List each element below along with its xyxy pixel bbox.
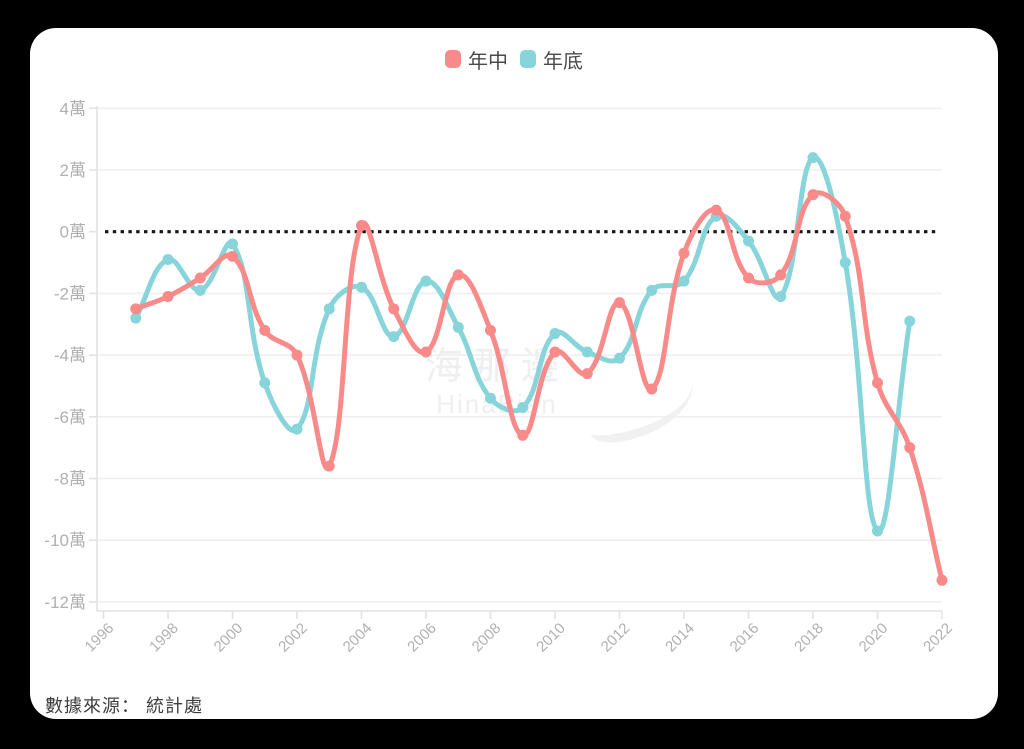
data-point-mid-year[interactable] [194, 272, 206, 284]
data-point-mid-year[interactable] [356, 220, 367, 232]
legend: 年中 年底 [30, 44, 998, 74]
y-tick-label: -6萬 [54, 408, 86, 427]
x-tick-label: 1996 [82, 620, 118, 656]
data-point-mid-year[interactable] [678, 247, 690, 259]
data-point-mid-year[interactable] [839, 210, 851, 222]
line-chart: 4萬 2萬 0萬 -2萬 -4萬 -6萬 -8萬 -10萬 -12萬 1996 1998 2000 20… [44, 99, 956, 656]
y-tick-label: -8萬 [54, 470, 86, 489]
data-point-mid-year[interactable] [388, 303, 400, 315]
legend-swatch-icon [520, 50, 536, 68]
data-point-year-end[interactable] [775, 290, 787, 302]
data-point-year-end[interactable] [517, 402, 529, 414]
data-point-year-end[interactable] [420, 275, 432, 287]
series-line-year-end [133, 155, 913, 534]
data-point-year-end[interactable] [872, 525, 883, 537]
data-source-caption: 數據來源： 統計處 [45, 696, 204, 716]
data-point-year-end[interactable] [614, 352, 625, 364]
chart-card: 年中 年底 海那邊 HinaBian 4萬 2萬 0萬 -2萬 -4萬 -6萬 -8萬 -10萬… [30, 28, 998, 719]
data-point-year-end[interactable] [646, 284, 658, 296]
data-point-mid-year[interactable] [904, 442, 916, 454]
legend-item-1[interactable]: 年底 [520, 45, 583, 74]
data-point-mid-year[interactable] [420, 346, 432, 358]
series-line-mid-year [133, 190, 945, 583]
data-point-year-end[interactable] [227, 238, 238, 250]
data-point-mid-year[interactable] [614, 297, 625, 309]
x-tick-label: 2022 [920, 620, 956, 656]
data-point-mid-year[interactable] [872, 377, 883, 389]
data-point-year-end[interactable] [356, 281, 367, 293]
data-point-year-end[interactable] [807, 152, 819, 164]
data-point-mid-year[interactable] [227, 250, 238, 262]
legend-swatch-icon [445, 50, 461, 68]
data-point-mid-year[interactable] [259, 324, 271, 336]
data-point-year-end[interactable] [452, 321, 464, 333]
x-tick-label: 1998 [146, 620, 182, 656]
data-point-mid-year[interactable] [291, 349, 303, 361]
y-tick-label: -2萬 [54, 284, 86, 303]
x-tick-label: 2018 [791, 620, 827, 656]
data-point-year-end[interactable] [485, 392, 496, 404]
data-point-mid-year[interactable] [936, 574, 948, 586]
data-point-mid-year[interactable] [646, 383, 658, 395]
data-point-mid-year[interactable] [517, 429, 529, 441]
data-point-year-end[interactable] [549, 328, 561, 340]
data-point-mid-year[interactable] [710, 204, 722, 216]
x-tick-label: 2010 [533, 620, 569, 656]
data-point-year-end[interactable] [743, 235, 754, 247]
data-point-mid-year[interactable] [581, 368, 593, 380]
x-tick-label: 2000 [211, 620, 247, 656]
data-point-year-end[interactable] [194, 284, 206, 296]
data-point-year-end[interactable] [581, 346, 593, 358]
x-tick-label: 2016 [727, 620, 763, 656]
data-point-year-end[interactable] [323, 303, 335, 315]
data-point-year-end[interactable] [678, 275, 690, 287]
x-tick-label: 2014 [662, 620, 698, 656]
legend-label: 年底 [543, 50, 583, 73]
y-tick-label: -10萬 [44, 531, 86, 550]
x-tick-label: 2012 [598, 620, 634, 656]
data-point-mid-year[interactable] [130, 303, 142, 315]
x-tick-label: 2006 [404, 620, 440, 656]
x-tick-label: 2004 [340, 620, 376, 656]
data-point-year-end[interactable] [839, 257, 851, 269]
data-point-year-end[interactable] [904, 315, 916, 327]
data-point-mid-year[interactable] [485, 324, 496, 336]
y-tick-label: 2萬 [60, 161, 86, 180]
data-point-mid-year[interactable] [549, 346, 561, 358]
y-tick-label: -4萬 [54, 346, 86, 365]
data-point-mid-year[interactable] [743, 272, 754, 284]
data-point-year-end[interactable] [291, 423, 303, 435]
y-tick-label: 0萬 [60, 223, 86, 242]
y-tick-label: 4萬 [60, 99, 86, 118]
y-tick-label: -12萬 [44, 593, 86, 612]
legend-label: 年中 [468, 50, 508, 73]
data-point-mid-year[interactable] [775, 269, 787, 281]
x-tick-label: 2008 [469, 620, 505, 656]
data-point-mid-year[interactable] [162, 290, 174, 302]
data-point-year-end[interactable] [162, 253, 174, 265]
x-tick-label: 2020 [856, 620, 892, 656]
data-point-year-end[interactable] [130, 312, 142, 324]
data-point-mid-year[interactable] [807, 189, 819, 201]
data-point-year-end[interactable] [259, 377, 271, 389]
data-point-mid-year[interactable] [323, 460, 335, 472]
legend-item-0[interactable]: 年中 [445, 45, 508, 74]
data-point-year-end[interactable] [388, 331, 400, 343]
data-point-mid-year[interactable] [452, 269, 464, 281]
x-tick-label: 2002 [275, 620, 311, 656]
